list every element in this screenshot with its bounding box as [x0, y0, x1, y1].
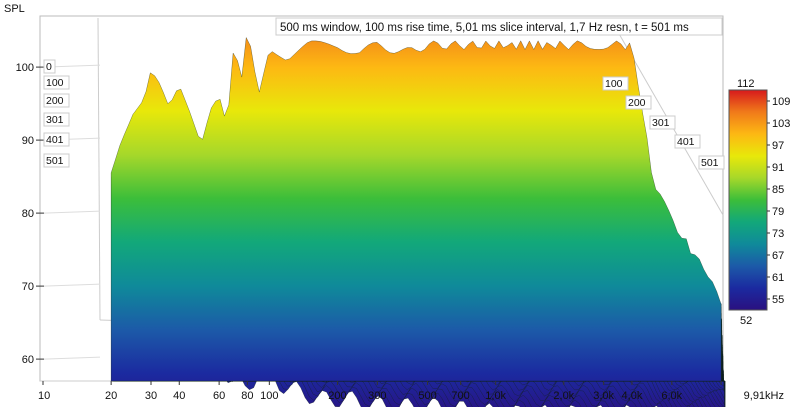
colorbar-tick-label: 103	[772, 118, 790, 130]
x-tick-label: 4,0k	[622, 390, 643, 402]
time-slice-label: 100	[605, 78, 623, 90]
colorbar-tick-label: 97	[772, 140, 784, 152]
y-tick-label: 90	[22, 135, 34, 147]
waterfall-slice	[110, 36, 722, 382]
time-label-box	[698, 155, 725, 170]
y-axis-label: SPL	[4, 3, 25, 15]
time-slice-label: 0	[46, 61, 52, 73]
colorbar-gradient	[728, 89, 768, 311]
title-box	[275, 17, 723, 36]
x-tick-label: 200	[328, 390, 346, 402]
colorbar-tick-label: 73	[772, 228, 784, 240]
time-label-box	[43, 75, 70, 90]
x-tick-label: 60	[213, 390, 225, 402]
y-gridline	[43, 356, 101, 360]
y-tick-label: 70	[22, 281, 34, 293]
time-slice-label: 401	[46, 134, 64, 146]
time-slice-label: 100	[46, 77, 64, 89]
colorbar-tick-label: 109	[772, 96, 790, 108]
time-label-box	[43, 153, 70, 168]
time-label-box	[43, 93, 70, 108]
time-slice-label: 501	[701, 157, 719, 169]
time-slice-label: 501	[46, 155, 64, 167]
colorbar-ticks: 109 103 97 91 85 79 73 67 61 55	[767, 96, 790, 306]
y-gridline	[43, 210, 101, 214]
colorbar-tick-label: 85	[772, 184, 784, 196]
x-tick-label: 100	[260, 390, 278, 402]
time-label-box	[625, 95, 652, 110]
waterfall-surface	[110, 36, 726, 407]
time-label-box	[43, 132, 70, 147]
y-axis-ticks: 60 70 80 90 100	[16, 62, 44, 366]
x-tick-label: 80	[241, 390, 253, 402]
time-slice-label: 200	[628, 97, 646, 109]
time-slice-label: 301	[652, 117, 670, 129]
x-tick-label: 6,0k	[661, 390, 682, 402]
time-label-box	[43, 112, 70, 127]
colorbar-min-label: 52	[740, 315, 752, 327]
x-axis-ticks: 10 20 30 40 60 80 100 200 300 500 700 1,0k 2,0k 3,0k 4…	[38, 381, 784, 402]
x-tick-label: 3,0k	[593, 390, 614, 402]
time-slice-labels-right: 100 200 301 401 501	[602, 76, 725, 170]
x-tick-label: 700	[451, 390, 469, 402]
x-tick-label: 2,0k	[553, 390, 574, 402]
time-slice-label: 401	[677, 136, 695, 148]
colorbar-tick-label: 61	[772, 272, 784, 284]
colorbar-tick-label: 67	[772, 250, 784, 262]
time-label-box	[602, 76, 629, 91]
x-tick-label: 9,91kHz	[744, 390, 784, 402]
chart-title: 500 ms window, 100 ms rise time, 5,01 ms…	[280, 22, 689, 34]
colorbar-tick-label: 91	[772, 162, 784, 174]
x-tick-label: 40	[173, 390, 185, 402]
time-slice-label: 301	[46, 114, 64, 126]
colorbar-tick-label: 55	[772, 294, 784, 306]
colorbar: 112 109 103 97 91 85 79 73 67 61 55 52	[728, 78, 790, 327]
x-tick-label: 1,0k	[485, 390, 506, 402]
y-gridline	[43, 283, 101, 287]
time-slice-labels-left: 0 100 200 301 401 501	[43, 59, 70, 168]
time-label-box	[649, 115, 676, 130]
time-slice-label: 200	[46, 95, 64, 107]
x-tick-label: 30	[145, 390, 157, 402]
time-label-box	[43, 59, 56, 74]
y-tick-label: 80	[22, 208, 34, 220]
time-label-box	[674, 134, 701, 149]
x-tick-label: 300	[368, 390, 386, 402]
x-tick-label: 500	[418, 390, 436, 402]
x-tick-label: 20	[105, 390, 117, 402]
y-tick-label: 60	[22, 354, 34, 366]
x-tick-label: 10	[38, 390, 50, 402]
colorbar-tick-label: 79	[772, 206, 784, 218]
colorbar-max-label: 112	[737, 78, 755, 90]
y-tick-label: 100	[16, 62, 34, 74]
